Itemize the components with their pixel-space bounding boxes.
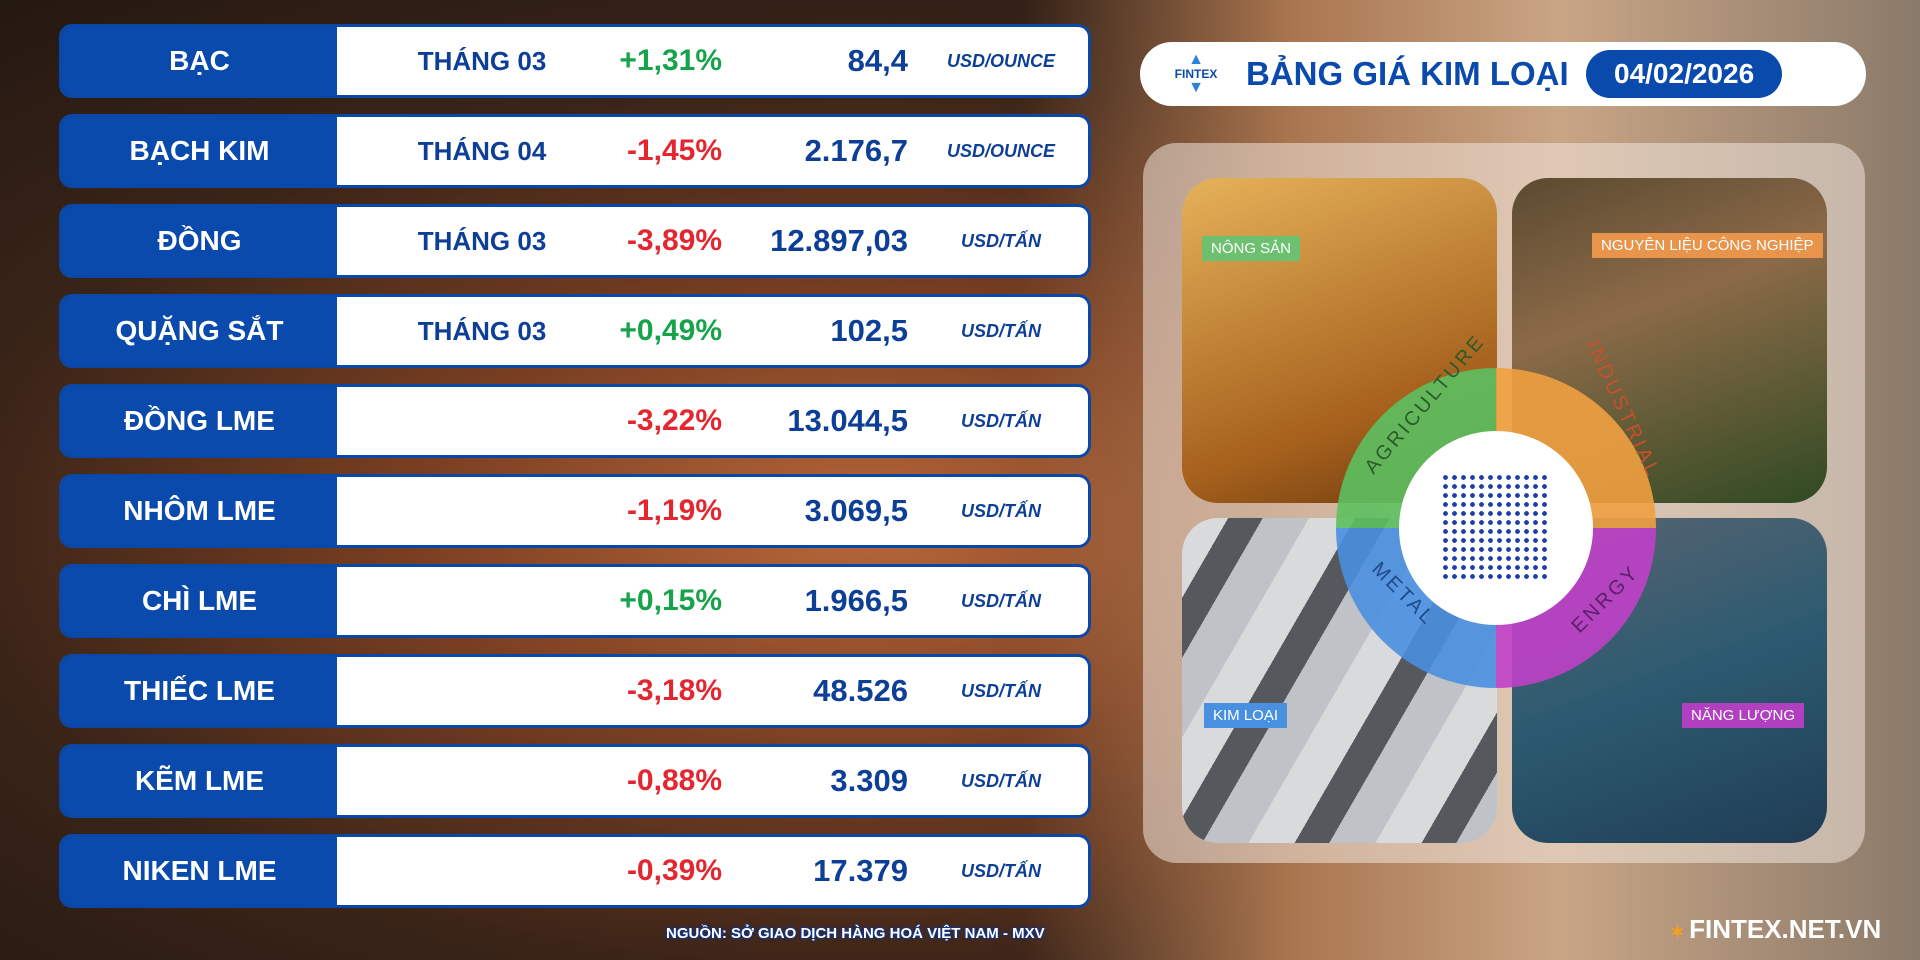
- row-body: THÁNG 03 +0,49% 102,5 USD/TẤN: [337, 297, 1088, 365]
- spark-icon: ✶: [1670, 922, 1686, 942]
- contract-month: [397, 747, 567, 815]
- commodity-name: ĐỒNG: [62, 207, 337, 275]
- row-body: THÁNG 03 +1,31% 84,4 USD/OUNCE: [337, 27, 1088, 95]
- price-value: 12.897,03: [770, 223, 908, 258]
- price-unit: USD/OUNCE: [946, 141, 1055, 161]
- price-unit: USD/TẤN: [961, 411, 1041, 431]
- qr-code[interactable]: [1421, 453, 1571, 603]
- table-row: KẼM LME -0,88% 3.309 USD/TẤN: [62, 747, 1088, 815]
- contract-month: [397, 837, 567, 905]
- price-unit: USD/TẤN: [961, 861, 1041, 881]
- price-unit: USD/TẤN: [961, 681, 1041, 701]
- fintex-logo: ▲ FINTEX ▼: [1174, 51, 1218, 96]
- price-value: 102,5: [830, 313, 908, 348]
- commodity-name: BẠC: [62, 27, 337, 95]
- change-percent: -1,45%: [626, 134, 722, 167]
- header-bar: ▲ FINTEX ▼ BẢNG GIÁ KIM LOẠI 04/02/2026: [1140, 42, 1866, 106]
- website-text: FINTEX.NET.VN: [1689, 914, 1882, 944]
- change-percent: -3,22%: [626, 404, 722, 437]
- commodity-name: NHÔM LME: [62, 477, 337, 545]
- row-body: -0,39% 17.379 USD/TẤN: [337, 837, 1088, 905]
- contract-month: [397, 387, 567, 455]
- commodity-name: QUẶNG SẮT: [62, 297, 337, 365]
- commodity-name: CHÌ LME: [62, 567, 337, 635]
- contract-month: THÁNG 03: [417, 316, 547, 346]
- price-unit: USD/TẤN: [961, 591, 1041, 611]
- row-body: -1,19% 3.069,5 USD/TẤN: [337, 477, 1088, 545]
- price-value: 3.069,5: [804, 493, 908, 528]
- change-percent: +0,15%: [619, 584, 722, 617]
- price-unit: USD/TẤN: [961, 321, 1041, 341]
- change-percent: -3,89%: [626, 224, 722, 257]
- change-percent: +1,31%: [619, 44, 722, 77]
- contract-month: THÁNG 03: [417, 226, 547, 256]
- website-link[interactable]: ✶ FINTEX.NET.VN: [1670, 914, 1881, 945]
- contract-month: THÁNG 03: [417, 46, 547, 76]
- page-title: BẢNG GIÁ KIM LOẠI: [1246, 55, 1569, 92]
- table-row: NIKEN LME -0,39% 17.379 USD/TẤN: [62, 837, 1088, 905]
- row-body: -0,88% 3.309 USD/TẤN: [337, 747, 1088, 815]
- price-value: 17.379: [813, 853, 908, 888]
- contract-month: [397, 657, 567, 725]
- commodity-name: KẼM LME: [62, 747, 337, 815]
- date-badge: 04/02/2026: [1586, 50, 1783, 98]
- price-value: 1.966,5: [804, 583, 908, 618]
- commodity-name: THIẾC LME: [62, 657, 337, 725]
- commodity-name: BẠCH KIM: [62, 117, 337, 185]
- change-percent: -0,88%: [626, 764, 722, 797]
- table-row: THIẾC LME -3,18% 48.526 USD/TẤN: [62, 657, 1088, 725]
- price-value: 13.044,5: [787, 403, 908, 438]
- row-body: THÁNG 04 -1,45% 2.176,7 USD/OUNCE: [337, 117, 1088, 185]
- commodity-name: NIKEN LME: [62, 837, 337, 905]
- contract-month: THÁNG 04: [417, 136, 547, 166]
- change-percent: +0,49%: [619, 314, 722, 347]
- change-percent: -0,39%: [626, 854, 722, 887]
- table-row: ĐỒNG LME -3,22% 13.044,5 USD/TẤN: [62, 387, 1088, 455]
- price-value: 2.176,7: [804, 133, 908, 168]
- price-unit: USD/OUNCE: [946, 51, 1055, 71]
- price-unit: USD/TẤN: [961, 231, 1041, 251]
- tile-label: NGUYÊN LIỆU CÔNG NGHIỆP: [1592, 233, 1823, 258]
- price-value: 48.526: [813, 673, 908, 708]
- category-panel: NÔNG SẢN NGUYÊN LIỆU CÔNG NGHIỆP KIM LOẠ…: [1143, 143, 1865, 863]
- table-row: NHÔM LME -1,19% 3.069,5 USD/TẤN: [62, 477, 1088, 545]
- change-percent: -1,19%: [626, 494, 722, 527]
- price-value: 84,4: [847, 43, 908, 78]
- price-value: 3.309: [830, 763, 908, 798]
- table-row: BẠCH KIM THÁNG 04 -1,45% 2.176,7 USD/OUN…: [62, 117, 1088, 185]
- price-unit: USD/TẤN: [961, 501, 1041, 521]
- logo-text: FINTEX: [1174, 67, 1218, 81]
- row-body: -3,22% 13.044,5 USD/TẤN: [337, 387, 1088, 455]
- qr-pattern: [1441, 473, 1551, 583]
- tile-label: NÔNG SẢN: [1202, 236, 1301, 261]
- source-note: NGUỒN: SỞ GIAO DỊCH HÀNG HOÁ VIỆT NAM - …: [666, 925, 1045, 942]
- row-body: THÁNG 03 -3,89% 12.897,03 USD/TẤN: [337, 207, 1088, 275]
- change-percent: -3,18%: [626, 674, 722, 707]
- row-body: -3,18% 48.526 USD/TẤN: [337, 657, 1088, 725]
- price-unit: USD/TẤN: [961, 771, 1041, 791]
- commodity-name: ĐỒNG LME: [62, 387, 337, 455]
- contract-month: [397, 567, 567, 635]
- tile-label: KIM LOẠI: [1204, 703, 1288, 728]
- table-row: BẠC THÁNG 03 +1,31% 84,4 USD/OUNCE: [62, 27, 1088, 95]
- contract-month: [397, 477, 567, 545]
- tile-label: NĂNG LƯỢNG: [1682, 703, 1805, 728]
- table-row: QUẶNG SẮT THÁNG 03 +0,49% 102,5 USD/TẤN: [62, 297, 1088, 365]
- row-body: +0,15% 1.966,5 USD/TẤN: [337, 567, 1088, 635]
- table-row: CHÌ LME +0,15% 1.966,5 USD/TẤN: [62, 567, 1088, 635]
- table-row: ĐỒNG THÁNG 03 -3,89% 12.897,03 USD/TẤN: [62, 207, 1088, 275]
